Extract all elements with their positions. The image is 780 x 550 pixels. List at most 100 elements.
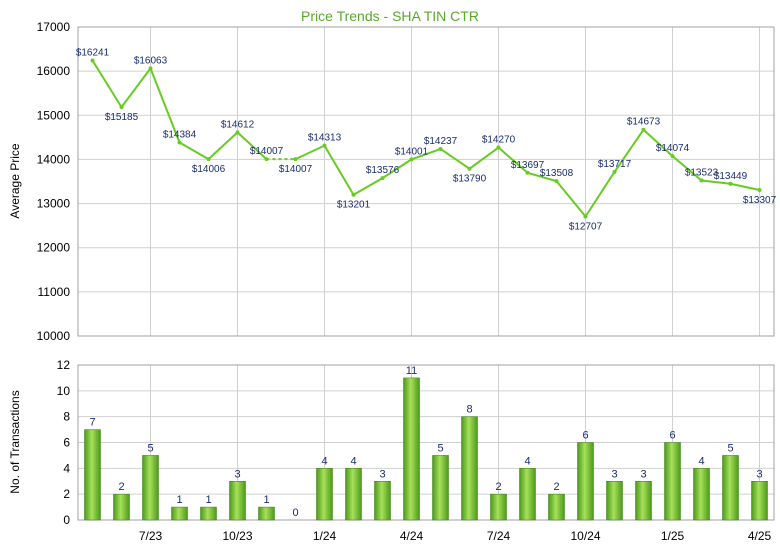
price-plot-frame [77, 26, 775, 337]
price-y-tick-label: 11000 [38, 285, 71, 299]
price-data-label: $14006 [192, 164, 226, 175]
transaction-data-label: 3 [234, 468, 240, 480]
price-data-label: $14001 [395, 146, 429, 157]
transactions-y-tick-label: 2 [63, 487, 70, 501]
price-line-segment [439, 148, 471, 170]
price-data-label: $13508 [540, 168, 574, 179]
price-data-label: $14237 [424, 136, 458, 147]
price-line-segment [701, 179, 731, 185]
price-y-tick-label: 15000 [37, 108, 71, 122]
transactions-y-axis-title: No. of Transactions [8, 390, 22, 493]
price-point [554, 179, 559, 184]
price-point [670, 154, 675, 159]
price-line-segment [613, 129, 645, 173]
transaction-data-label: 4 [350, 455, 356, 467]
transaction-bar [490, 493, 507, 521]
price-point [235, 130, 240, 135]
price-panel: 10000 11000 12000 13000 14000 15000 16000 17000… [8, 20, 777, 343]
price-data-label: $13523 [685, 167, 719, 178]
transactions-y-tick-label: 4 [63, 461, 70, 475]
price-y-tick-label: 17000 [37, 20, 71, 34]
x-tick-label: 4/25 [748, 529, 772, 543]
transaction-bar [693, 468, 710, 521]
price-point [206, 157, 211, 162]
x-tick-label: 1/25 [661, 529, 685, 543]
x-tick-label: 10/24 [570, 529, 600, 543]
price-data-label: $14074 [656, 143, 690, 154]
price-point [177, 140, 182, 145]
price-point [148, 66, 153, 71]
transaction-bar [345, 468, 362, 521]
price-y-axis-title: Average Price [8, 143, 22, 218]
price-line-segment [353, 177, 383, 196]
transaction-data-label: 5 [727, 442, 733, 454]
price-data-label: $14007 [250, 146, 284, 157]
price-line-segment [323, 145, 355, 196]
transaction-data-label: 1 [263, 494, 269, 506]
price-point [293, 157, 298, 162]
price-point [641, 127, 646, 132]
price-y-tick-label: 12000 [37, 241, 71, 255]
price-point [90, 58, 95, 63]
price-data-label: $14270 [482, 135, 516, 146]
price-point [525, 170, 530, 175]
price-data-label: $13201 [337, 200, 371, 211]
transaction-bar [548, 493, 565, 521]
transaction-data-label: 0 [292, 507, 298, 519]
transaction-bar [519, 468, 536, 521]
transaction-data-label: 5 [147, 442, 153, 454]
price-point [119, 105, 124, 110]
price-line-segment [179, 141, 209, 161]
transaction-data-label: 1 [176, 494, 182, 506]
transaction-data-label: 3 [640, 468, 646, 480]
price-point [467, 166, 472, 171]
price-point [380, 176, 385, 181]
price-point [351, 192, 356, 197]
price-point [496, 145, 501, 150]
price-data-label: $13790 [453, 174, 487, 185]
transaction-bar [316, 468, 333, 521]
transaction-bar [229, 481, 246, 521]
price-data-label: $14384 [163, 129, 197, 140]
price-line-segment [468, 146, 500, 170]
transaction-data-label: 11 [406, 365, 417, 377]
price-y-tick-label: 13000 [37, 197, 71, 211]
transaction-bar [461, 416, 478, 521]
price-point [409, 157, 414, 162]
price-point [583, 214, 588, 219]
transactions-y-tick-label: 10 [57, 384, 71, 398]
transaction-bar [664, 442, 681, 521]
price-point [264, 157, 269, 162]
transaction-bar [577, 442, 594, 521]
transaction-data-label: 2 [495, 481, 501, 493]
price-line-segment [584, 171, 616, 218]
x-tick-label: 7/23 [139, 529, 163, 543]
price-line-segment [149, 67, 181, 143]
transaction-bar [258, 506, 275, 521]
transaction-bar [403, 377, 420, 521]
transaction-data-label: 3 [611, 468, 617, 480]
transactions-y-tick-label: 0 [63, 513, 70, 527]
transactions-y-tick-label: 6 [63, 436, 70, 450]
price-line-segment [381, 158, 413, 179]
price-data-label: $15185 [105, 112, 139, 123]
transaction-bar [751, 481, 768, 521]
price-line-segment [730, 182, 760, 191]
price-line-segment [497, 146, 529, 174]
price-data-label: $14007 [279, 164, 313, 175]
x-tick-label: 4/24 [400, 529, 424, 543]
price-line-segment [236, 131, 268, 160]
price-data-label: $14313 [308, 133, 342, 144]
transaction-data-label: 3 [379, 468, 385, 480]
transaction-data-label: 7 [89, 417, 95, 429]
price-point [757, 188, 762, 193]
transactions-y-tick-label: 8 [63, 410, 70, 424]
transaction-bar [432, 455, 449, 521]
x-tick-label: 10/23 [222, 529, 252, 543]
x-tick-label: 7/24 [487, 529, 511, 543]
price-data-label: $14673 [627, 117, 661, 128]
transaction-data-label: 2 [118, 481, 124, 493]
transaction-bar [635, 481, 652, 521]
